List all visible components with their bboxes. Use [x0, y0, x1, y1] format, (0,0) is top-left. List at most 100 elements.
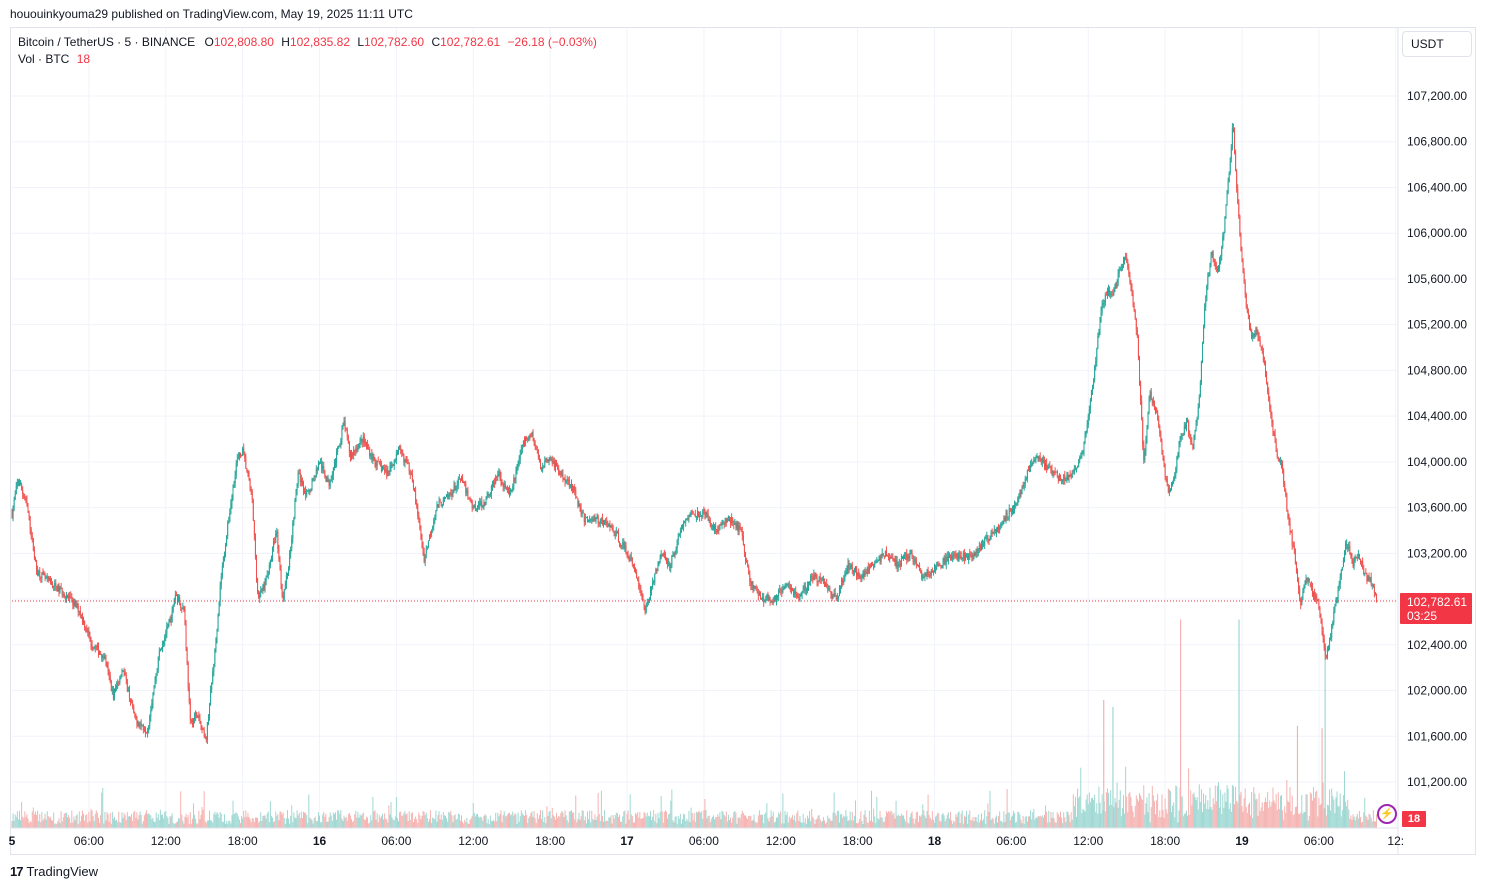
volume-bar	[127, 816, 129, 828]
volume-bar	[759, 814, 761, 828]
candle-body	[1243, 271, 1245, 284]
candle-body	[866, 567, 868, 574]
candle-body	[1096, 348, 1098, 362]
candle-body	[156, 668, 158, 673]
candle-body	[123, 670, 125, 673]
candle-body	[1211, 251, 1213, 256]
volume-bar	[452, 822, 454, 828]
candle-body	[454, 485, 456, 490]
candle-body	[1342, 559, 1344, 568]
volume-bar	[851, 811, 853, 828]
volume-bar	[704, 799, 706, 828]
volume-bar	[1237, 802, 1239, 828]
candle-body	[578, 503, 580, 506]
candle-body	[765, 597, 767, 601]
candle-body	[1013, 507, 1015, 511]
volume-bar	[818, 815, 820, 828]
volume-bar	[835, 815, 837, 828]
volume-bar	[1114, 797, 1116, 828]
volume-bar	[309, 817, 311, 828]
candle-body	[1324, 648, 1326, 656]
candle-body	[1274, 433, 1276, 443]
candle-body	[1149, 391, 1151, 399]
volume-bar	[505, 816, 507, 828]
symbol-label[interactable]: Bitcoin / TetherUS · 5 · BINANCE	[18, 35, 196, 49]
candle-body	[510, 490, 512, 495]
volume-bar	[620, 821, 622, 828]
candle-body	[1320, 613, 1322, 622]
candle-body	[1307, 578, 1309, 582]
volume-bar	[1349, 818, 1351, 828]
volume-bar	[46, 811, 48, 828]
candle-body	[884, 551, 886, 557]
volume-bar	[176, 821, 178, 828]
volume-bar	[283, 818, 285, 828]
candle-body	[891, 557, 893, 559]
candle-body	[1055, 471, 1057, 473]
candle-body	[345, 429, 347, 431]
candle-body	[364, 442, 366, 445]
volume-bar	[28, 822, 30, 828]
candle-body	[800, 594, 802, 597]
candle-body	[930, 570, 932, 576]
candle-body	[1226, 193, 1228, 206]
candle-body	[183, 607, 185, 612]
volume-bar	[1139, 793, 1140, 828]
volume-bar	[589, 810, 591, 828]
volume-bar	[1038, 816, 1040, 828]
volume-bar	[1011, 815, 1013, 828]
volume-bar	[1222, 794, 1224, 828]
candle-body	[608, 523, 610, 527]
volume-bar	[61, 821, 63, 828]
volume-bar	[1236, 800, 1238, 828]
volume-bar	[263, 815, 265, 828]
volume-bar	[189, 812, 191, 828]
candle-body	[1373, 587, 1375, 593]
volume-bar	[782, 793, 784, 828]
volume-bar	[463, 823, 465, 828]
volume-bar	[1097, 813, 1099, 828]
volume-bar	[1162, 809, 1164, 828]
candle-body	[1269, 401, 1271, 410]
volume-bar	[1071, 819, 1073, 828]
volume-bar	[23, 818, 25, 828]
candle-body	[840, 587, 842, 589]
volume-bar	[796, 813, 798, 828]
volume-bar	[1165, 809, 1167, 828]
volume-bar	[270, 815, 272, 828]
currency-unit-button[interactable]: USDT	[1402, 31, 1472, 57]
volume-bar	[469, 819, 471, 828]
candle-body	[346, 429, 348, 437]
candle-body	[1231, 127, 1233, 147]
volume-bar	[636, 814, 638, 828]
volume-bar	[543, 821, 545, 828]
candle-body	[189, 701, 191, 721]
candle-body	[139, 723, 141, 727]
candle-body	[803, 585, 805, 589]
volume-bar	[767, 818, 769, 828]
candle-body	[882, 553, 884, 556]
candle-body	[1114, 284, 1116, 289]
candle-body	[336, 451, 338, 463]
volume-bar	[381, 813, 383, 828]
volume-bar	[735, 812, 737, 828]
volume-bar	[862, 823, 864, 828]
candle-body	[162, 644, 164, 649]
candle-body	[629, 556, 631, 562]
candle-body	[936, 566, 938, 570]
volume-bar	[894, 818, 896, 828]
volume-bar	[225, 823, 227, 828]
volume-bar	[998, 816, 1000, 828]
volume-bar	[124, 815, 126, 828]
tradingview-brand[interactable]: 17 TradingView	[10, 864, 98, 879]
volume-bar	[895, 800, 897, 828]
volume-bar	[477, 813, 479, 828]
lightning-icon[interactable]: ⚡	[1377, 804, 1397, 824]
candle-body	[1257, 331, 1259, 338]
candle-body	[447, 494, 449, 498]
volume-label[interactable]: Vol · BTC	[18, 52, 70, 66]
volume-bar	[360, 815, 362, 828]
candle-body	[998, 528, 1000, 531]
candle-body	[1330, 637, 1332, 639]
